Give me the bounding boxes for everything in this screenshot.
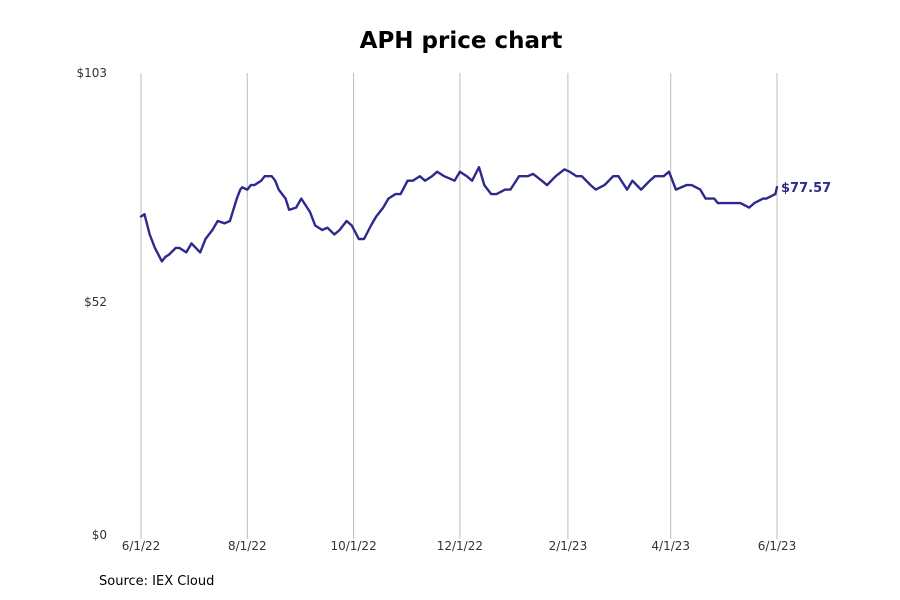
- x-tick-label: 4/1/23: [651, 539, 690, 553]
- x-tick-label: 10/1/22: [330, 539, 376, 553]
- x-tick-label: 6/1/22: [122, 539, 161, 553]
- x-tick-label: 8/1/22: [228, 539, 267, 553]
- y-tick-label: $103: [76, 66, 107, 80]
- y-axis-tick-labels: $0 $52 $103: [76, 66, 107, 542]
- x-axis-tick-labels: 6/1/22 8/1/22 10/1/22 12/1/22 2/1/23 4/1/23 6/…: [122, 539, 797, 553]
- x-tick-label: 2/1/23: [549, 539, 588, 553]
- grid-lines: [140, 73, 778, 539]
- source-note: Source: IEX Cloud: [99, 574, 215, 589]
- last-price-label: $77.57: [781, 181, 831, 196]
- y-tick-label: $52: [84, 295, 107, 309]
- y-tick-label: $0: [92, 528, 107, 542]
- x-tick-label: 12/1/22: [437, 539, 483, 553]
- x-tick-label: 6/1/23: [758, 539, 797, 553]
- chart-title: APH price chart: [359, 28, 563, 54]
- price-line: [139, 166, 779, 263]
